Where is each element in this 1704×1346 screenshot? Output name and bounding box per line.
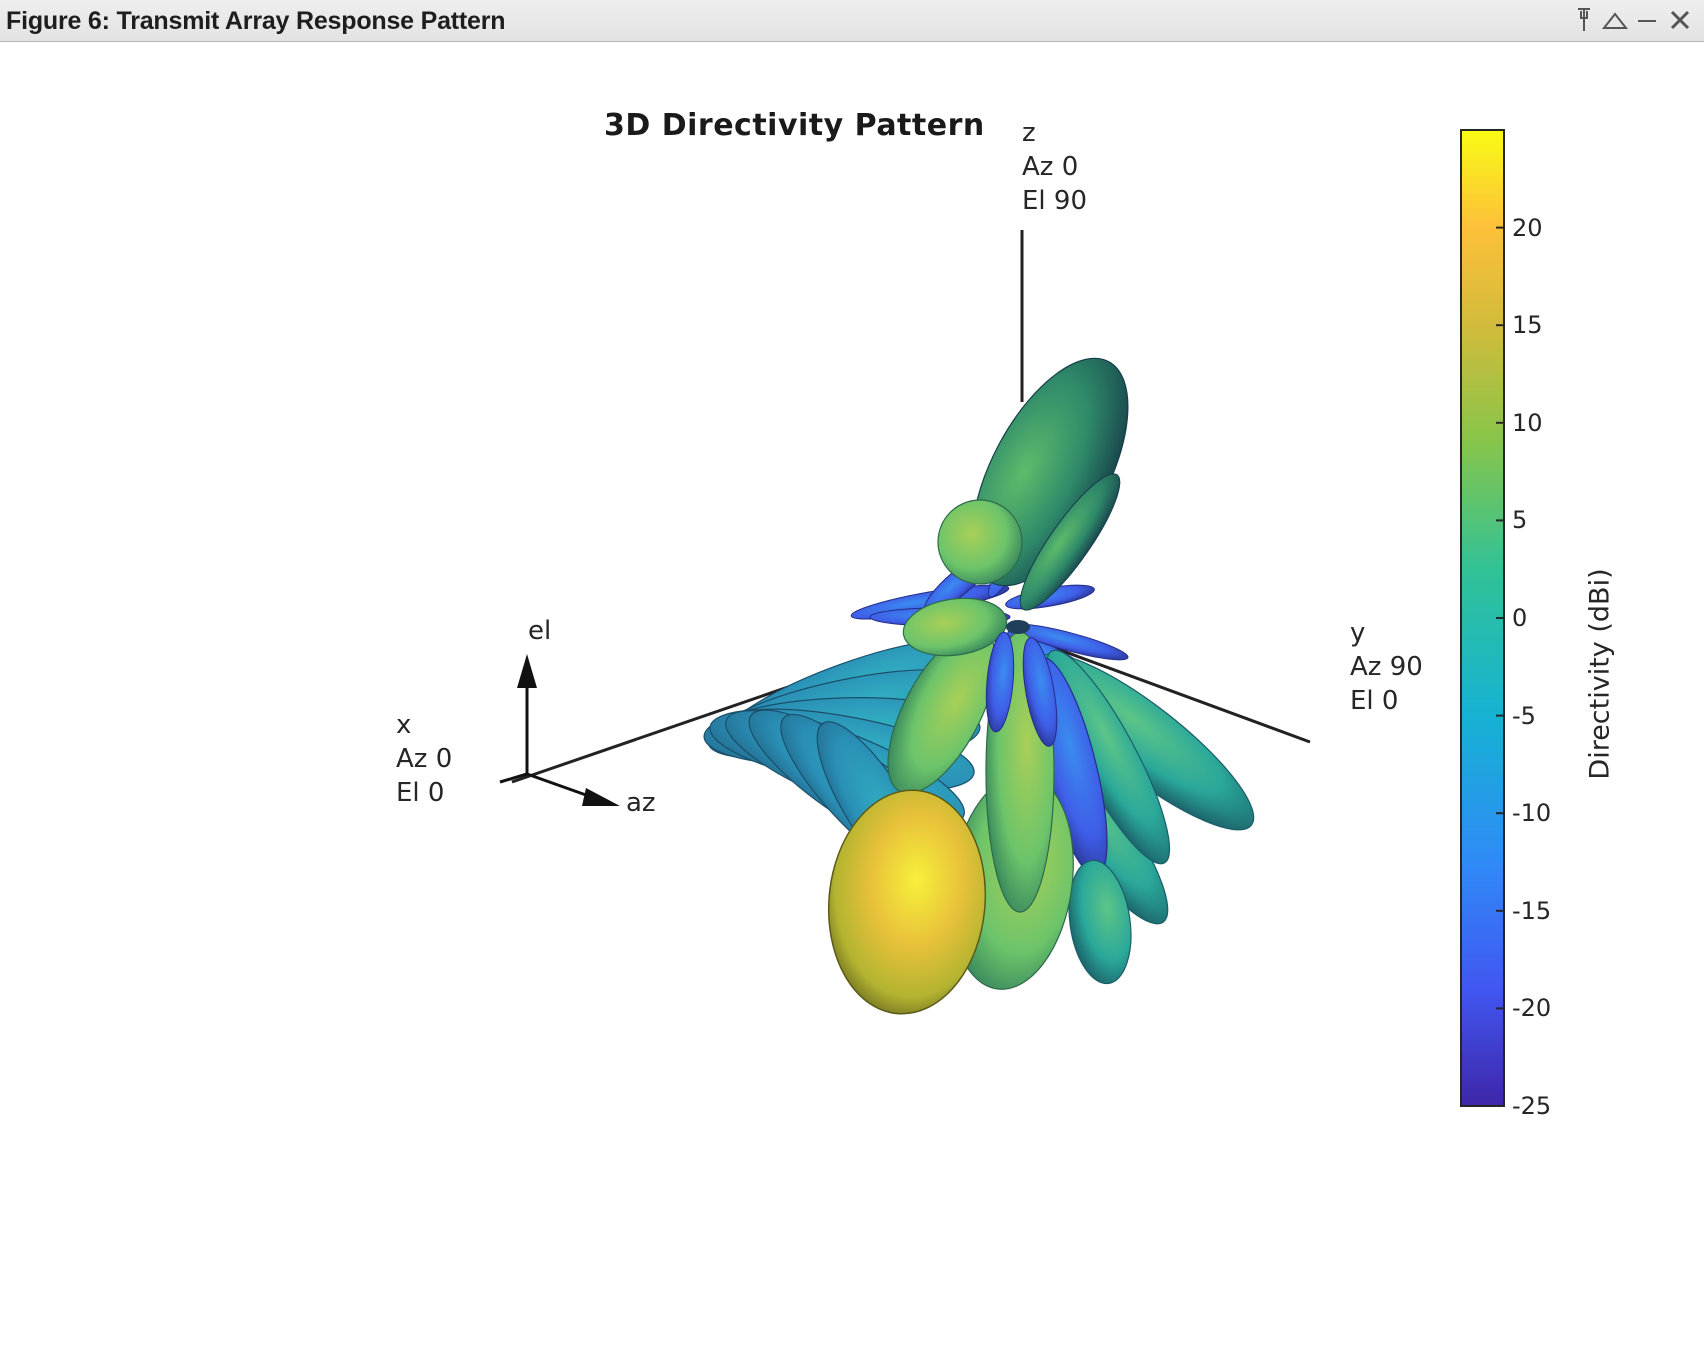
colorbar-tick-label: -10: [1512, 799, 1552, 828]
undock-icon[interactable]: [1600, 5, 1630, 35]
colorbar-tick-label: -5: [1512, 701, 1536, 730]
colorbar-tick-label: 0: [1512, 604, 1528, 632]
colorbar-tick-label: -15: [1512, 896, 1552, 925]
colorbar-tick-label: 5: [1512, 506, 1528, 535]
triad-az-label: az: [626, 788, 656, 818]
close-icon[interactable]: [1665, 5, 1695, 35]
triad-el-label: el: [528, 616, 552, 646]
orientation-triad: [499, 654, 620, 806]
directivity-plot: [499, 129, 1505, 1107]
figure-canvas: 3D Directivity Pattern z Az 0 El 90 y Az…: [0, 42, 1704, 1346]
z-axis-label: z Az 0 El 90: [1022, 118, 1087, 216]
colorbar-tick-label: 10: [1512, 408, 1543, 437]
colorbar-tick-label: -20: [1512, 994, 1552, 1023]
colorbar-tick-label: -25: [1512, 1092, 1552, 1120]
plot-title: 3D Directivity Pattern: [604, 108, 985, 143]
x-axis-label: x Az 0 El 0: [396, 710, 453, 808]
y-axis-label: y Az 90 El 0: [1350, 618, 1423, 716]
pattern-surface: [703, 357, 1255, 1015]
colorbar-tick-label: 15: [1512, 311, 1543, 340]
window-title: Figure 6: Transmit Array Response Patter…: [6, 7, 506, 35]
y-axis-line: [1021, 634, 1311, 744]
colorbar-label: Directivity (dBi): [1584, 568, 1616, 780]
pin-icon[interactable]: [1569, 5, 1599, 35]
colorbar-tick-label: 20: [1512, 213, 1543, 242]
window-titlebar: Figure 6: Transmit Array Response Patter…: [0, 0, 1704, 42]
colorbar: [1460, 129, 1505, 1107]
minimize-icon[interactable]: [1632, 5, 1662, 35]
